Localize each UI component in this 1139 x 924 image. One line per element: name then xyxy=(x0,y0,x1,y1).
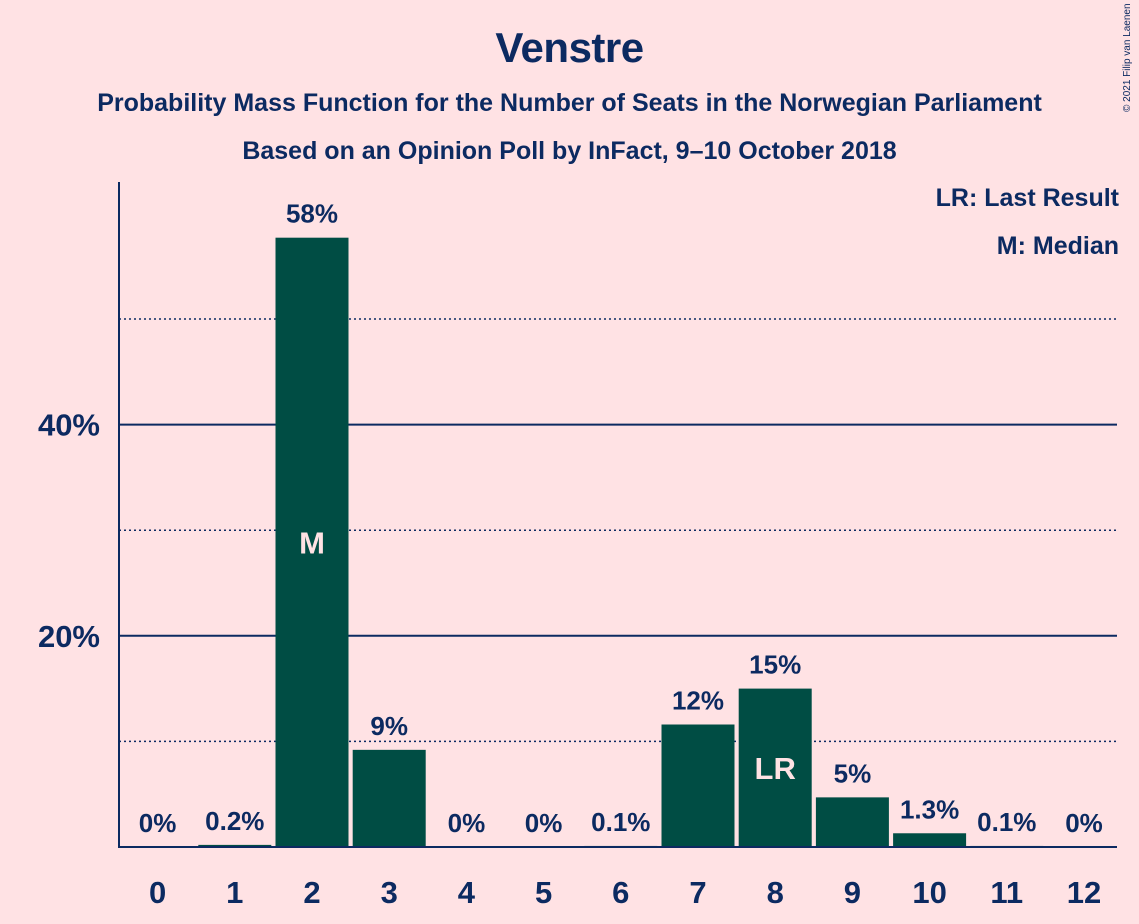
gridlines xyxy=(119,318,1117,743)
value-label-8: 15% xyxy=(749,650,801,680)
x-tick-label-2: 2 xyxy=(303,875,320,910)
y-tick-label: 20% xyxy=(38,619,100,654)
bar-1 xyxy=(198,844,272,847)
x-tick-label-5: 5 xyxy=(535,875,552,910)
bar-9 xyxy=(815,797,889,847)
legend-median: M: Median xyxy=(996,232,1119,260)
bar-3 xyxy=(352,749,426,847)
value-label-1: 0.2% xyxy=(205,806,264,836)
value-label-2: 58% xyxy=(286,199,338,229)
chart-subtitle-source: Based on an Opinion Poll by InFact, 9–10… xyxy=(242,137,897,165)
x-tick-label-12: 12 xyxy=(1067,875,1101,910)
x-tick-label-6: 6 xyxy=(612,875,629,910)
value-label-0: 0% xyxy=(139,808,177,838)
value-label-6: 0.1% xyxy=(591,807,650,837)
in-bar-label-m: M xyxy=(299,525,325,560)
x-tick-label-0: 0 xyxy=(149,875,166,910)
x-tick-label-3: 3 xyxy=(381,875,398,910)
chart-title: Venstre xyxy=(495,24,644,71)
bar-7 xyxy=(661,724,735,847)
labels: 20%40%0%00.2%158%2M9%30%40%50.1%612%715%… xyxy=(38,199,1103,910)
value-label-9: 5% xyxy=(834,758,872,788)
in-bar-label-lr: LR xyxy=(755,751,796,786)
bar-2 xyxy=(275,237,349,848)
bars xyxy=(198,237,1044,848)
x-tick-label-1: 1 xyxy=(226,875,243,910)
x-tick-label-10: 10 xyxy=(912,875,946,910)
legend-last-result: LR: Last Result xyxy=(935,184,1119,212)
bar-10 xyxy=(893,833,967,847)
x-tick-label-8: 8 xyxy=(767,875,784,910)
value-label-12: 0% xyxy=(1065,808,1103,838)
x-tick-label-7: 7 xyxy=(689,875,706,910)
bar-8 xyxy=(738,688,812,847)
value-label-3: 9% xyxy=(370,711,408,741)
value-label-5: 0% xyxy=(525,808,563,838)
y-tick-label: 40% xyxy=(38,408,100,443)
axes xyxy=(118,182,1117,848)
x-tick-label-11: 11 xyxy=(990,875,1023,910)
x-tick-label-4: 4 xyxy=(458,875,476,910)
chart-subtitle: Probability Mass Function for the Number… xyxy=(97,89,1042,117)
x-tick-label-9: 9 xyxy=(844,875,861,910)
value-label-11: 0.1% xyxy=(977,807,1036,837)
value-label-4: 0% xyxy=(448,808,486,838)
value-label-10: 1.3% xyxy=(900,794,959,824)
value-label-7: 12% xyxy=(672,686,724,716)
